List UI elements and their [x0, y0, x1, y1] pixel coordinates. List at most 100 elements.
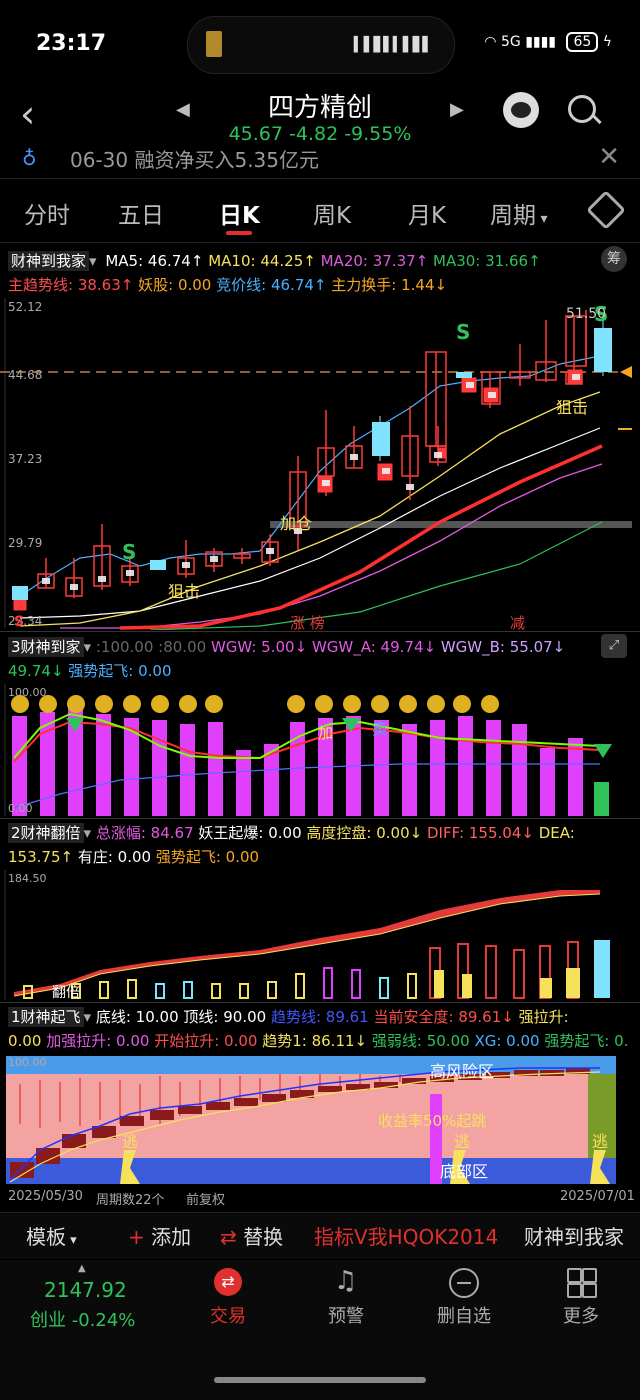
- mai-label: 卖: [372, 720, 388, 738]
- index-value[interactable]: 2147.92: [44, 1278, 127, 1302]
- xg-value: XG: 0.00: [474, 1032, 540, 1050]
- jiacang-label: 加仓: [280, 514, 313, 533]
- panel1-line2: 0.00 加强拉升: 0.00 开始拉升: 0.00 趋势1: 86.11↓ 强…: [8, 1030, 628, 1051]
- indicator-v-tab[interactable]: 指标V我HQOK2014: [314, 1225, 499, 1249]
- main-indicator-header[interactable]: 财神到我家 ▾ MA5: 46.74↑ MA10: 44.25↑ MA20: 37…: [8, 250, 541, 271]
- zhuji-label-1: 狙击: [168, 582, 201, 601]
- yaogu-value: 妖股: 0.00: [138, 276, 212, 294]
- replace-button[interactable]: ⇄ 替换: [220, 1221, 283, 1250]
- dynamic-island: ▍▌▋▌▍▌▋▌: [187, 16, 455, 74]
- ma5-value: MA5: 46.74↑: [105, 252, 204, 270]
- nav-alert[interactable]: 预警: [328, 1306, 364, 1327]
- remove-icon[interactable]: [449, 1268, 479, 1298]
- panel2-header[interactable]: 2财神翻倍 ▾ 总涨幅: 84.67 妖王起爆: 0.00 高度控盘: 0.00↓…: [8, 822, 575, 843]
- panel2-line2: 153.75↑ 有庄: 0.00 强势起飞: 0.00: [8, 846, 259, 867]
- tab-rik[interactable]: 日K: [219, 203, 260, 229]
- grid-icon[interactable]: [567, 1268, 597, 1298]
- home-indicator[interactable]: [214, 1377, 426, 1383]
- chevron-up-icon[interactable]: ▲: [78, 1263, 86, 1274]
- close-icon[interactable]: ✕: [598, 142, 620, 172]
- escape-label-1: 逃: [122, 1132, 139, 1151]
- add-button[interactable]: + 添加: [128, 1221, 191, 1250]
- bell-icon[interactable]: ♫: [334, 1266, 358, 1296]
- qushi1-value: 趋势1: 86.11↓: [262, 1032, 368, 1050]
- panel1-select[interactable]: 1财神起飞: [8, 1007, 84, 1027]
- swap-icon: ⇄: [220, 1225, 237, 1249]
- price-tick-5: 22.34: [8, 614, 43, 628]
- kongpan-value: 高度控盘: 0.00↓: [306, 824, 423, 842]
- tab-zhouk[interactable]: 周K: [313, 203, 352, 229]
- panel3-header[interactable]: 3财神到家 ▾ :100.00 :80.00 WGW: 5.00↓ WGW_A: …: [8, 636, 565, 657]
- nav-more[interactable]: 更多: [563, 1306, 599, 1327]
- index-name[interactable]: 创业 -0.24%: [30, 1310, 136, 1331]
- status-icons: ◠ 5G ▮▮▮▮ 65 ϟ: [484, 32, 612, 52]
- trade-icon[interactable]: ⇄: [214, 1268, 242, 1296]
- battery-icon: 65: [566, 32, 599, 52]
- add-label: 添加: [151, 1225, 192, 1249]
- qiangruo-value: 强弱线: 50.00: [371, 1032, 470, 1050]
- notice-bar[interactable]: [0, 140, 640, 179]
- bottom-nav: [0, 1260, 640, 1400]
- signal-s-1: S: [122, 540, 137, 564]
- ma30-value: MA30: 31.66↑: [433, 252, 541, 270]
- expand-icon[interactable]: ⤢: [601, 634, 627, 658]
- panel3-chart: [4, 684, 612, 816]
- panel3-value: 49.74↓: [8, 662, 64, 680]
- turnover-value: 主力换手: 1.44↓: [331, 276, 448, 294]
- signal-s-2: S: [456, 320, 471, 344]
- wgwb-value: WGW_B: 55.07↓: [440, 638, 566, 656]
- search-icon[interactable]: [568, 95, 596, 123]
- candlestick-chart[interactable]: [0, 296, 640, 630]
- template-label: 模板: [26, 1225, 66, 1249]
- chou-button[interactable]: 筹: [601, 246, 627, 272]
- date-start: 2025/05/30: [8, 1189, 83, 1204]
- nav-trade[interactable]: 交易: [210, 1306, 246, 1327]
- ma10-value: MA10: 44.25↑: [208, 252, 316, 270]
- main-trend-value: 主趋势线: 38.63↑: [8, 276, 134, 294]
- high-price-label: 51.50: [566, 306, 607, 322]
- zhangbang-label: 涨 榜: [290, 614, 325, 632]
- template-button[interactable]: 模板 ▾: [26, 1225, 77, 1249]
- robot-icon[interactable]: [503, 92, 539, 128]
- dingxian-value: 顶线: 90.00: [183, 1008, 267, 1026]
- settings-icon[interactable]: [586, 190, 626, 230]
- indicator-toolbar: [0, 1212, 640, 1259]
- panel3-select[interactable]: 3财神到家: [8, 637, 84, 657]
- adjust-mode[interactable]: 前复权: [186, 1193, 226, 1208]
- period-count: 周期数22个: [96, 1193, 165, 1208]
- price-tick-2: 44.68: [8, 368, 43, 382]
- panel1-header[interactable]: 1财神起飞 ▾ 底线: 10.00 顶线: 90.00 趋势线: 89.61 当前…: [8, 1006, 569, 1027]
- tab-wuri[interactable]: 五日: [118, 203, 164, 229]
- bulb-icon: ♁: [22, 146, 37, 170]
- qianglasheng-value: 0.00: [8, 1032, 42, 1050]
- next-stock-button[interactable]: ▶: [450, 99, 464, 120]
- main-indicator-select[interactable]: 财神到我家: [8, 251, 90, 271]
- escape-label-3: 逃: [592, 1132, 609, 1151]
- panel3-qishi: 强势起飞: 0.00: [68, 662, 172, 680]
- nav-remove[interactable]: 删自选: [437, 1306, 491, 1327]
- date-end: 2025/07/01: [560, 1189, 635, 1204]
- chevron-down-icon: ▾: [83, 1008, 92, 1026]
- notice-text[interactable]: 06-30 融资净买入5.35亿元: [70, 148, 320, 172]
- tab-active-indicator: [226, 231, 252, 235]
- signal-icon: ▮▮▮▮: [525, 34, 557, 50]
- stock-title: 四方精创: [267, 93, 372, 123]
- tab-yuek[interactable]: 月K: [408, 203, 447, 229]
- panel2-select[interactable]: 2财神翻倍: [8, 823, 84, 843]
- network-label: 5G: [500, 34, 521, 50]
- prev-stock-button[interactable]: ◀: [176, 99, 190, 120]
- panel3-axis-top: 100.00: [8, 686, 47, 699]
- panel3-axis-bottom: 0.00: [8, 802, 33, 815]
- zhuji-label-2: 狙击: [556, 398, 589, 417]
- tab-zhouqi[interactable]: 周期 ▾: [490, 203, 548, 229]
- wgw-value: WGW: 5.00↓: [210, 638, 308, 656]
- indicator-name-tab[interactable]: 财神到我家: [524, 1225, 624, 1249]
- diff-value: DIFF: 155.04↓: [427, 824, 534, 842]
- jia-label: 加: [318, 724, 334, 742]
- panel1-chart: [6, 1056, 616, 1184]
- wifi-icon: ◠: [484, 34, 497, 50]
- tab-fenshi[interactable]: 分时: [24, 203, 70, 229]
- main-indicator-line2: 主趋势线: 38.63↑ 妖股: 0.00 竞价线: 46.74↑ 主力换手: …: [8, 274, 447, 295]
- chevron-down-icon: ▾: [83, 638, 92, 656]
- back-button[interactable]: ‹: [20, 92, 36, 136]
